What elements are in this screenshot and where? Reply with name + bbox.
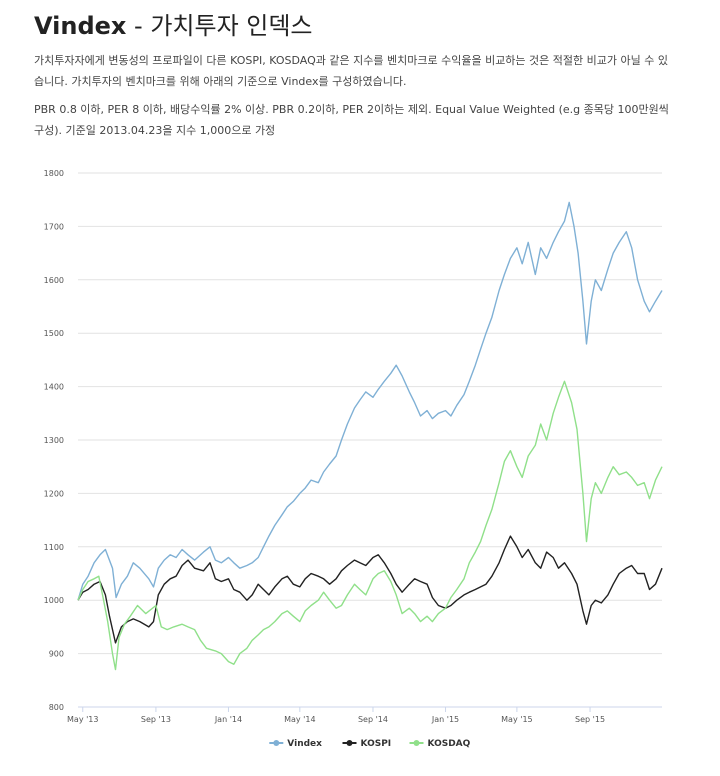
y-tick-label: 1400 bbox=[44, 383, 64, 392]
x-tick-label: May '14 bbox=[284, 715, 315, 724]
legend-marker bbox=[413, 740, 420, 746]
brand-name: Vindex bbox=[34, 12, 127, 40]
legend-label: Vindex bbox=[287, 739, 322, 749]
legend-item-kospi[interactable]: KOSPI bbox=[342, 739, 392, 749]
y-tick-label: 1800 bbox=[44, 169, 64, 178]
y-tick-label: 1300 bbox=[44, 436, 64, 445]
x-tick-label: May '13 bbox=[67, 715, 98, 724]
y-tick-label: 1600 bbox=[44, 276, 64, 285]
description-paragraph-1: 가치투자자에게 변동성의 프로파일이 다른 KOSPI, KOSDAQ과 같은 … bbox=[34, 54, 668, 88]
line-chart: 800 900 1000 1100 1200 1300 1400 1500 1600 1700 18… bbox=[44, 169, 663, 749]
x-tick-label: Sep '15 bbox=[575, 715, 605, 724]
x-tick-label: Jan '15 bbox=[431, 715, 459, 724]
y-axis: 800 900 1000 1100 1200 1300 1400 1500 1600 1700 18… bbox=[44, 169, 64, 712]
legend-marker bbox=[346, 740, 353, 746]
chart-legend: Vindex KOSPI KOSDAQ bbox=[269, 739, 471, 749]
x-tick-label: May '15 bbox=[501, 715, 532, 724]
x-axis: May '13 Sep '13 Jan '14 May '14 Sep '14 Jan '… bbox=[67, 706, 662, 724]
series-line-kosdaq[interactable] bbox=[77, 380, 663, 671]
x-tick-label: Jan '14 bbox=[214, 715, 242, 724]
y-tick-label: 1000 bbox=[44, 596, 64, 605]
y-tick-label: 900 bbox=[49, 650, 64, 659]
y-tick-label: 1500 bbox=[44, 329, 64, 338]
legend-label: KOSDAQ bbox=[428, 739, 471, 749]
y-tick-label: 1100 bbox=[44, 543, 64, 552]
legend-label: KOSPI bbox=[361, 739, 392, 749]
title-subtitle: - 가치투자 인덱스 bbox=[126, 12, 313, 40]
chart-grid bbox=[78, 172, 662, 708]
legend-item-kosdaq[interactable]: KOSDAQ bbox=[409, 739, 471, 749]
legend-marker bbox=[273, 740, 280, 746]
series-line-kospi[interactable] bbox=[77, 535, 663, 644]
chart-series bbox=[77, 201, 663, 671]
y-tick-label: 1700 bbox=[44, 222, 64, 231]
description-paragraph-2: PBR 0.8 이하, PER 8 이하, 배당수익률 2% 이상. PBR 0… bbox=[34, 103, 669, 137]
y-tick-label: 1200 bbox=[44, 489, 64, 498]
series-line-vindex[interactable] bbox=[77, 201, 663, 601]
y-tick-label: 800 bbox=[49, 703, 64, 712]
legend-item-vindex[interactable]: Vindex bbox=[269, 739, 322, 749]
page-title: Vindex - 가치투자 인덱스 bbox=[34, 6, 313, 41]
x-tick-label: Sep '14 bbox=[358, 715, 388, 724]
x-tick-label: Sep '13 bbox=[141, 715, 171, 724]
